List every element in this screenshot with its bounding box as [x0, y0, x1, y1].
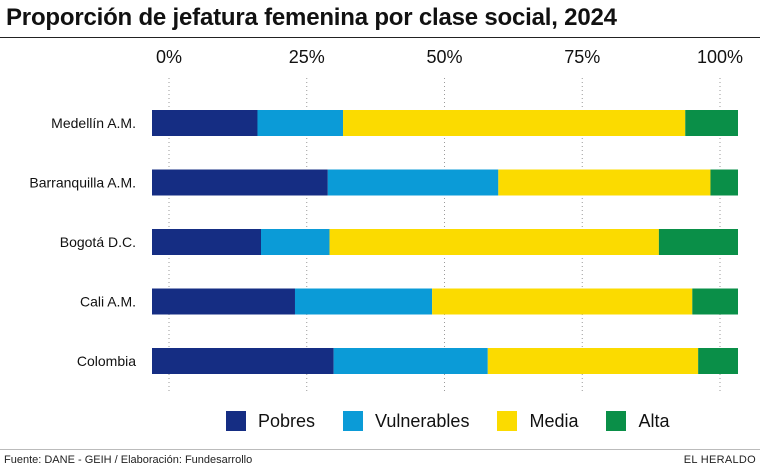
x-tick-label-2: 50%	[426, 47, 462, 67]
bar-2-pobres	[152, 229, 261, 255]
category-label-2: Bogotá D.C.	[60, 234, 136, 250]
title-divider	[0, 37, 760, 38]
bar-2-alta	[658, 229, 738, 255]
bar-0-media	[343, 110, 686, 136]
bar-4-alta	[698, 348, 738, 374]
footer-divider	[0, 449, 760, 450]
legend-item-vulnerables: Vulnerables	[343, 411, 469, 432]
bar-1-media	[498, 169, 711, 196]
bar-4-vulnerables	[333, 348, 488, 374]
bar-0-alta	[685, 110, 738, 136]
x-tick-label-0: 0%	[156, 47, 182, 67]
bar-1-vulnerables	[327, 169, 499, 196]
legend-label-vulnerables: Vulnerables	[375, 410, 470, 431]
legend-swatch-pobres	[226, 411, 246, 431]
category-label-4: Colombia	[77, 353, 136, 369]
legend-label-alta: Alta	[638, 410, 670, 431]
source-note: Fuente: DANE - GEIH / Elaboración: Funde…	[4, 454, 253, 466]
brand-name: EL HERALDO	[683, 454, 756, 466]
x-tick-label-4: 100%	[697, 47, 743, 67]
legend-item-media: Media	[497, 411, 578, 432]
bar-3-vulnerables	[294, 288, 433, 315]
bar-2-vulnerables	[260, 229, 330, 255]
category-label-0: Medellín A.M.	[51, 115, 136, 131]
bar-2-media	[329, 229, 659, 255]
bar-3-pobres	[152, 288, 295, 315]
bar-1-pobres	[152, 169, 328, 196]
bar-4-media	[487, 348, 699, 374]
category-label-3: Cali A.M.	[80, 294, 136, 310]
bar-3-alta	[692, 288, 738, 315]
legend-label-media: Media	[529, 410, 579, 431]
chart-title: Proporción de jefatura femenina por clas…	[6, 4, 617, 31]
bar-3-media	[432, 288, 693, 315]
x-tick-label-3: 75%	[564, 47, 600, 67]
legend-label-pobres: Pobres	[258, 410, 316, 431]
legend-item-alta: Alta	[606, 410, 670, 432]
legend: Pobres Vulnerables Media Alta	[226, 409, 698, 433]
bar-1-alta	[710, 169, 738, 196]
legend-swatch-media	[497, 411, 518, 431]
bar-0-pobres	[152, 110, 258, 136]
bar-0-vulnerables	[257, 110, 344, 136]
bar-4-pobres	[152, 348, 334, 374]
legend-item-pobres: Pobres	[226, 411, 315, 432]
legend-swatch-vulnerables	[343, 411, 364, 431]
stacked-bar-chart: 0% 25% 50% 75% 100% Medellín A.M. Barranquilla…	[29, 47, 743, 392]
x-tick-label-1: 25%	[289, 47, 325, 67]
category-label-1: Barranquilla A.M.	[29, 175, 136, 191]
legend-swatch-alta	[606, 411, 627, 431]
